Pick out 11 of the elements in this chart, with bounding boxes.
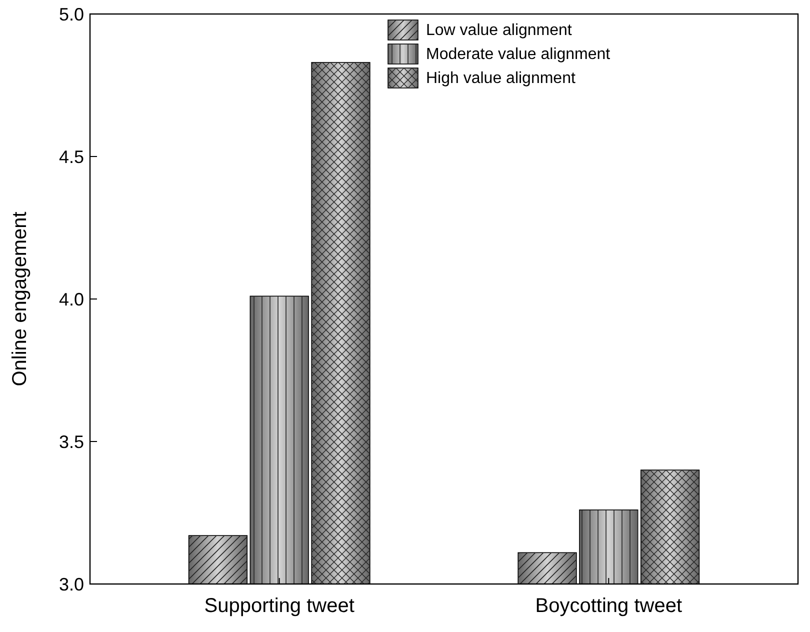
legend-label: High value alignment	[426, 70, 576, 87]
y-tick-label: 3.0	[58, 574, 84, 594]
legend-label: Moderate value alignment	[426, 46, 611, 63]
y-tick-label: 4.0	[58, 289, 84, 310]
y-tick-label: 4.5	[58, 146, 84, 167]
x-tick-label: Supporting tweet	[204, 595, 355, 617]
x-tick-label: Boycotting tweet	[535, 595, 682, 617]
legend-label: Low value alignment	[426, 22, 572, 39]
y-tick-label: 3.5	[58, 432, 84, 452]
y-tick-label: 5.0	[58, 4, 84, 24]
y-axis-title: Online engagement	[9, 211, 31, 386]
